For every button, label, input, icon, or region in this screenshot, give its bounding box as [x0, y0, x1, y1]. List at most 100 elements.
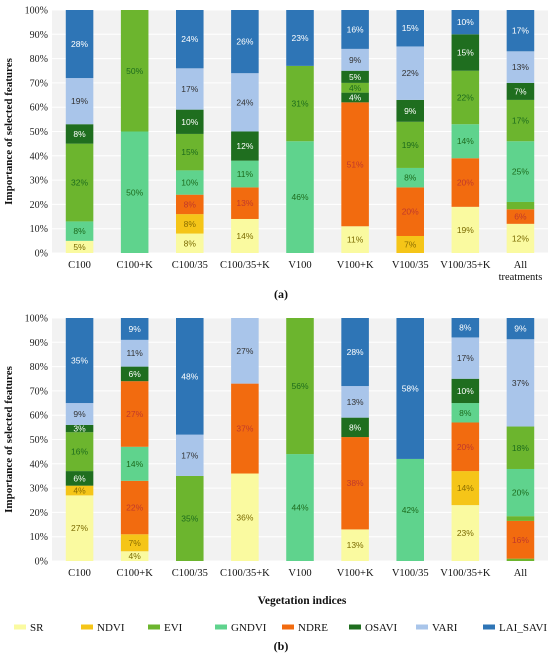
- panel-b-label: (b): [274, 639, 289, 653]
- panel-b-bar-segment: [451, 505, 480, 561]
- panel-a-data-label: 31%: [291, 99, 308, 109]
- panel-a-y-tick-label: 60%: [30, 103, 48, 114]
- panel-b-bar-segment: [65, 403, 94, 425]
- panel-a-bar-segment: [506, 99, 535, 142]
- panel-a-x-tick-label: V100/35+K: [440, 260, 491, 271]
- panel-b-x-tick-label: V100+K: [337, 568, 374, 579]
- panel-a-bar-segment: [451, 10, 480, 35]
- legend-label: EVI: [164, 622, 183, 634]
- panel-a-data-label: 17%: [181, 84, 198, 94]
- panel-b-bar-segment: [451, 378, 480, 404]
- panel-a-bar-segment: [231, 160, 259, 188]
- panel-a-y-tick-label: 100%: [25, 6, 48, 17]
- panel-b-x-tick-label: All: [514, 568, 528, 579]
- panel-a-data-label: 50%: [126, 187, 143, 197]
- panel-b-bar-segment: [341, 417, 369, 438]
- panel-a-label: (a): [274, 287, 288, 301]
- panel-a-x-tick-label: All: [514, 260, 528, 271]
- panel-a-data-label: 14%: [457, 136, 474, 146]
- panel-a-data-label: 20%: [402, 207, 419, 217]
- panel-b-data-label: 28%: [347, 347, 364, 357]
- panel-b-y-tick-label: 60%: [30, 411, 48, 422]
- panel-b-data-label: 9%: [129, 324, 142, 334]
- panel-b-bar-segment: [231, 473, 259, 561]
- panel-a-bar-segment: [176, 133, 204, 171]
- legend-label: LAI_SAVI: [499, 622, 547, 634]
- panel-a-y-tick-label: 30%: [30, 176, 48, 187]
- panel-a-data-label: 19%: [71, 96, 88, 106]
- panel-a-bar-segment: [451, 206, 480, 253]
- panel-a-bar-segment: [341, 70, 369, 83]
- panel-a-data-label: 22%: [457, 92, 474, 102]
- panel-a-bar-segment: [65, 124, 94, 144]
- panel-b-bar-segment: [176, 475, 204, 561]
- panel-b-bar-segment: [451, 471, 480, 506]
- panel-b-data-label: 6%: [73, 473, 86, 483]
- panel-b-data-label: 8%: [459, 323, 472, 333]
- panel-b-data-label: 22%: [126, 503, 143, 513]
- panel-a-bar-segment: [231, 131, 259, 161]
- legend-label: NDVI: [97, 622, 125, 634]
- panel-b-y-axis-title: Importance of selected features: [3, 365, 15, 512]
- panel-a-data-label: 32%: [71, 178, 88, 188]
- panel-b-data-label: 14%: [126, 459, 143, 469]
- panel-b-y-tick-label: 20%: [30, 508, 48, 519]
- panel-b-y-tick-label: 50%: [30, 435, 48, 446]
- panel-a-x-tick-label: V100/35: [392, 260, 429, 271]
- panel-b-x-tick-label: C100+K: [117, 568, 154, 579]
- panel-a-data-label: 4%: [349, 92, 362, 102]
- panel-a-bar-segment: [286, 65, 314, 142]
- panel-a-x-tick-label: V100: [288, 260, 311, 271]
- panel-b-bar-segment: [65, 318, 94, 404]
- panel-a-data-label: 6%: [514, 212, 527, 222]
- panel-a-data-label: 13%: [236, 198, 253, 208]
- panel-a-bar-segment: [341, 10, 369, 49]
- panel-a-y-tick-label: 90%: [30, 30, 48, 41]
- panel-a-data-label: 7%: [514, 86, 527, 96]
- panel-b-bar-segment: [120, 339, 149, 367]
- panel-b-bar-segment: [506, 468, 535, 517]
- legend: SR NDVI EVI GNDVI NDRE OSAVI VARI LAI_SAVI: [14, 622, 547, 634]
- panel-b-y-tick-label: 80%: [30, 362, 48, 373]
- panel-b-bar-segment: [506, 520, 535, 559]
- panel-a-data-label: 19%: [457, 225, 474, 235]
- legend-label: VARI: [432, 622, 458, 634]
- panel-a-bar-segment: [176, 170, 204, 195]
- panel-a-bar-segment: [396, 187, 424, 236]
- panel-b-x-tick-label: C100: [68, 568, 91, 579]
- panel-a-bar-segment: [231, 10, 259, 74]
- panel-a-chart: 0% 10% 20% 30% 40% 50% 60% 70% 80% 90% 100% Importa…: [3, 6, 548, 283]
- panel-b-chart: 0% 10% 20% 30% 40% 50% 60% 70% 80% 90% 100% Importa…: [3, 314, 548, 579]
- panel-a-bar-segment: [451, 70, 480, 125]
- panel-a-bar-segment: [506, 209, 535, 224]
- panel-a-data-label: 51%: [347, 159, 364, 169]
- panel-a-bar-segment: [341, 92, 369, 103]
- panel-a-data-label: 25%: [512, 167, 529, 177]
- panel-a-data-label: 17%: [512, 116, 529, 126]
- panel-b-data-label: 16%: [71, 447, 88, 457]
- panel-b-bar-segment: [120, 551, 149, 561]
- panel-a-data-label: 7%: [404, 239, 417, 249]
- panel-b-bar-segment: [65, 485, 94, 496]
- panel-a-data-label: 9%: [404, 106, 417, 116]
- panel-b-data-label: 4%: [129, 551, 142, 561]
- panel-b-bar-segment: [506, 339, 535, 427]
- panel-b-data-label: 10%: [457, 386, 474, 396]
- panel-a-data-label: 8%: [404, 173, 417, 183]
- panel-b-bar-segment: [341, 318, 369, 387]
- panel-b-bar-segment: [231, 318, 259, 384]
- x-axis-title: Vegetation indices: [258, 595, 347, 607]
- panel-a-data-label: 10%: [181, 178, 198, 188]
- panel-b-bar-segment: [451, 422, 480, 472]
- panel-b-bar-segment: [286, 318, 314, 455]
- panel-b-bar-segment: [341, 529, 369, 561]
- panel-b-bar-segment: [120, 446, 149, 481]
- panel-b-x-tick-label: V100/35: [392, 568, 429, 579]
- panel-a-bar-segment: [286, 10, 314, 66]
- panel-a-bar-segment: [341, 226, 369, 253]
- panel-a-data-label: 24%: [181, 34, 198, 44]
- panel-b-data-label: 42%: [402, 505, 419, 515]
- panel-a-data-label: 19%: [402, 140, 419, 150]
- panel-a-bar-segment: [396, 167, 424, 188]
- panel-a-bar-segment: [451, 158, 480, 207]
